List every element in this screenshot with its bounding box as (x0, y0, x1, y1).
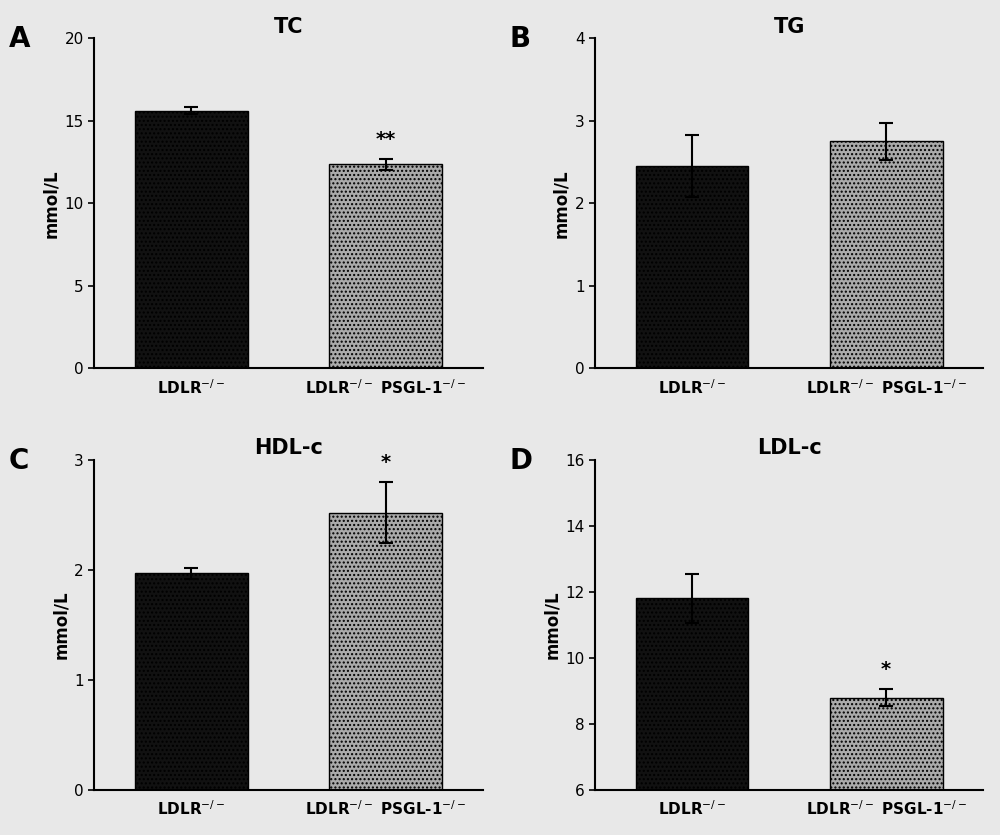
Text: D: D (509, 447, 532, 474)
Bar (636, 599, 748, 790)
Y-axis label: mmol/L: mmol/L (543, 590, 561, 659)
Text: A: A (9, 25, 30, 53)
Title: HDL-c: HDL-c (254, 438, 323, 458)
Title: LDL-c: LDL-c (757, 438, 821, 458)
Y-axis label: mmol/L: mmol/L (553, 169, 571, 237)
Text: C: C (9, 447, 29, 474)
Y-axis label: mmol/L: mmol/L (42, 169, 60, 237)
Text: *: * (380, 453, 391, 472)
Text: *: * (881, 660, 891, 680)
Y-axis label: mmol/L: mmol/L (52, 590, 70, 659)
Bar (830, 141, 943, 368)
Bar (636, 166, 748, 368)
Bar (329, 164, 442, 368)
Bar (830, 697, 943, 790)
Bar (329, 513, 442, 790)
Text: B: B (509, 25, 531, 53)
Bar (135, 573, 248, 790)
Title: TC: TC (274, 17, 303, 37)
Title: TG: TG (773, 17, 805, 37)
Bar (135, 111, 248, 368)
Text: **: ** (375, 130, 396, 149)
